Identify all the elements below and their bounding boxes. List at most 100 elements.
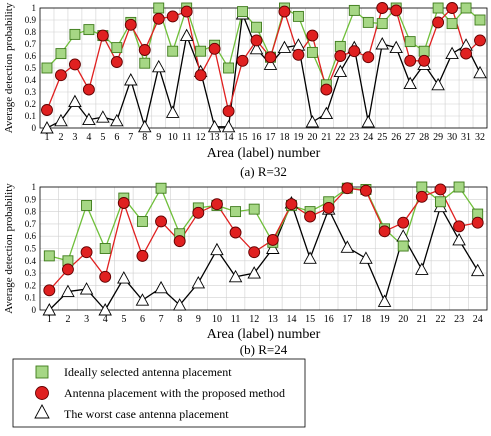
data-point-proposed: [208, 42, 221, 55]
data-point-proposed: [304, 210, 317, 223]
data-point-worst: [110, 113, 124, 127]
data-point-ideal: [376, 18, 388, 30]
data-point-proposed: [306, 29, 319, 42]
y-tick-label: 0: [32, 305, 37, 315]
x-tick-label: 29: [433, 132, 443, 143]
data-point-proposed: [390, 4, 403, 17]
data-point-proposed: [136, 249, 149, 262]
data-point-ideal: [155, 182, 167, 194]
data-point-proposed: [446, 2, 459, 14]
data-point-proposed: [266, 233, 279, 246]
data-point-worst: [470, 263, 485, 277]
x-axis-label: Area (label) number: [207, 146, 321, 161]
y-tick-label: 0.6: [25, 51, 37, 61]
x-tick-label: 28: [419, 132, 429, 143]
legend-frame: [12, 358, 306, 428]
legend-square-icon: [35, 365, 49, 379]
data-point-proposed: [285, 198, 298, 211]
data-point-proposed: [453, 220, 466, 233]
data-point-ideal: [432, 2, 444, 14]
x-tick-label: 2: [58, 132, 63, 143]
data-point-worst: [68, 94, 82, 108]
x-tick-label: 7: [159, 314, 164, 325]
x-tick-label: 13: [268, 314, 278, 325]
data-point-ideal: [292, 10, 304, 22]
x-tick-label: 3: [72, 132, 77, 143]
data-point-ideal: [230, 206, 242, 218]
data-point-worst: [361, 115, 376, 128]
x-tick-label: 14: [224, 132, 234, 143]
x-tick-label: 5: [121, 314, 126, 325]
data-point-worst: [117, 271, 131, 284]
data-point-ideal: [416, 181, 428, 193]
data-point-proposed: [124, 18, 137, 31]
x-tick-label: 16: [324, 314, 334, 325]
y-axis-label: Average detection probability: [3, 183, 15, 314]
data-point-worst: [249, 41, 264, 55]
y-tick-label: 0.6: [25, 231, 37, 241]
data-point-ideal: [99, 243, 111, 254]
data-point-ideal: [83, 24, 95, 36]
plot-frame: [39, 7, 488, 129]
y-tick-label: 0.2: [25, 99, 36, 109]
x-tick-label: 15: [238, 132, 248, 143]
x-tick-label: 21: [321, 132, 331, 143]
legend: Ideally selected antenna placement Anten…: [12, 358, 306, 428]
data-point-proposed: [138, 44, 151, 56]
data-point-proposed: [192, 206, 205, 219]
x-tick-label: 12: [196, 132, 206, 143]
legend-triangle-icon: [34, 404, 50, 419]
data-point-proposed: [68, 58, 81, 71]
data-point-worst: [42, 303, 57, 316]
data-point-worst: [179, 28, 194, 42]
x-axis-label: Area (label) number: [207, 327, 321, 342]
data-point-ideal: [55, 48, 67, 60]
data-point-worst: [228, 269, 243, 283]
legend-label-worst: The worst case antenna placement: [64, 407, 229, 421]
x-tick-label: 23: [349, 132, 359, 143]
x-tick-label: 8: [142, 132, 147, 143]
data-point-proposed: [432, 16, 445, 29]
data-point-ideal: [111, 42, 123, 54]
y-tick-label: 0.1: [25, 293, 36, 303]
y-tick-label: 0.8: [25, 27, 37, 37]
y-tick-label: 0.9: [25, 15, 37, 25]
data-point-proposed: [397, 216, 410, 229]
y-tick-label: 1: [32, 182, 37, 192]
x-tick-label: 11: [182, 132, 192, 143]
data-point-worst: [138, 119, 152, 133]
data-point-worst: [96, 110, 110, 123]
data-point-worst: [61, 284, 75, 297]
data-point-ideal: [69, 28, 81, 40]
data-point-worst: [263, 57, 278, 70]
data-point-proposed: [55, 69, 67, 82]
data-point-proposed: [415, 190, 428, 203]
data-point-proposed: [80, 246, 93, 259]
y-tick-label: 0.3: [25, 268, 37, 278]
x-tick-label: 16: [252, 132, 262, 143]
data-point-ideal: [348, 4, 360, 16]
data-point-proposed: [292, 48, 305, 61]
x-tick-label: 20: [398, 314, 408, 325]
data-point-proposed: [320, 83, 333, 96]
data-point-worst: [445, 46, 459, 60]
data-point-proposed: [264, 51, 277, 64]
x-tick-label: 31: [461, 132, 471, 143]
data-point-ideal: [460, 2, 472, 14]
data-point-worst: [165, 105, 180, 118]
data-point-worst: [403, 76, 417, 90]
data-point-proposed: [155, 215, 168, 228]
data-point-worst: [151, 59, 166, 73]
chart-panel-b: 00.10.20.30.40.50.60.70.80.911 2 3 4 5 6 7 8 9 10…: [3, 181, 488, 357]
data-point-ideal: [223, 62, 235, 74]
x-tick-label: 32: [475, 132, 485, 143]
data-point-proposed: [359, 184, 372, 197]
y-tick-label: 0.1: [25, 111, 36, 121]
x-tick-label: 14: [286, 314, 296, 325]
data-point-proposed: [43, 284, 56, 297]
data-point-ideal: [397, 240, 409, 252]
data-point-proposed: [210, 198, 223, 211]
data-point-worst: [221, 119, 236, 133]
data-point-worst: [319, 106, 334, 120]
x-tick-label: 19: [380, 314, 390, 325]
